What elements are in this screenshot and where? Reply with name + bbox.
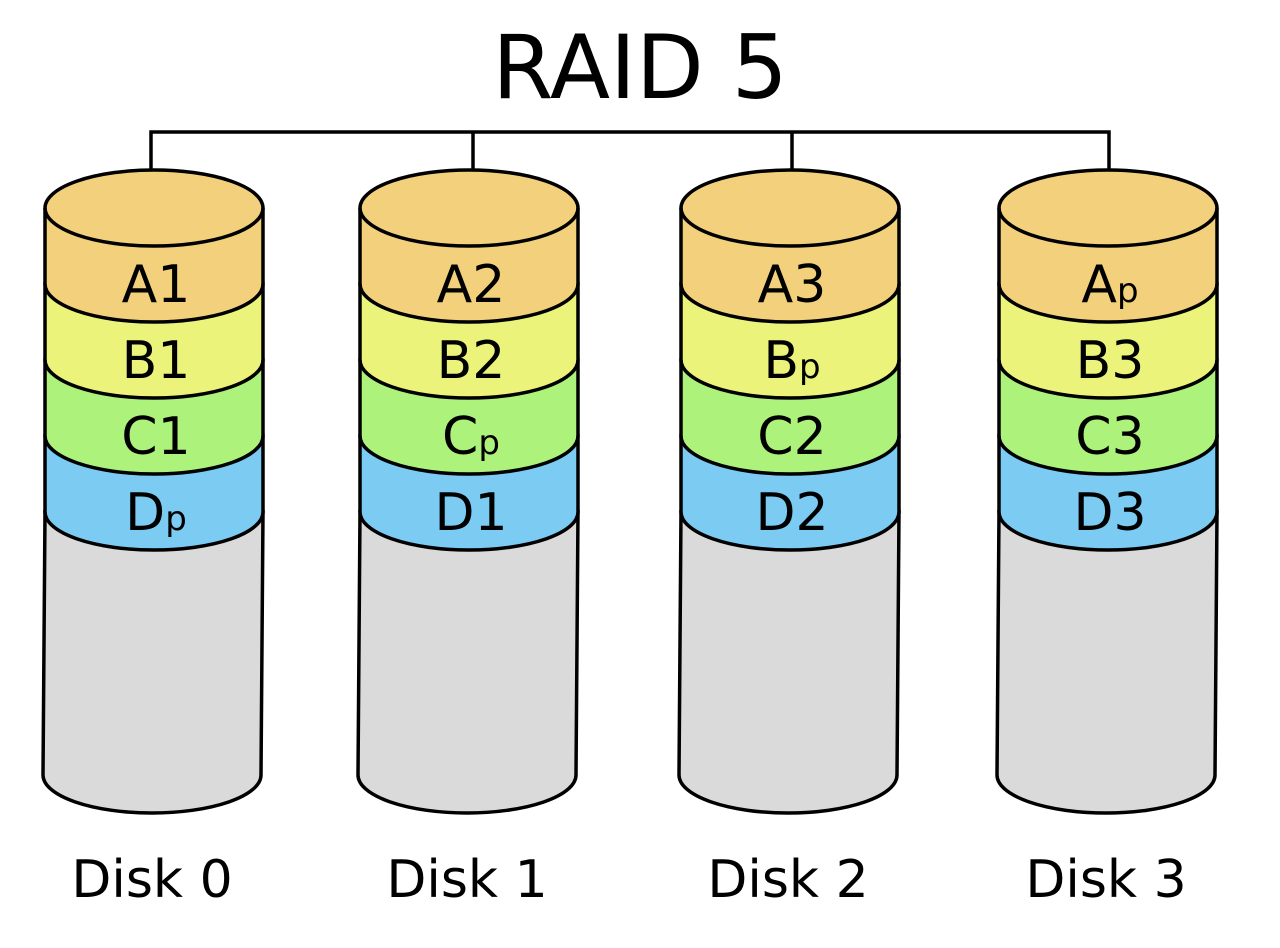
disk-free-space — [356, 510, 580, 815]
block-label-d2: D2 — [755, 483, 828, 543]
disk-label: Disk 3 — [1025, 850, 1186, 910]
block-label-base: A3 — [758, 255, 827, 315]
block-label-base: D — [125, 483, 165, 543]
disk-label: Disk 1 — [386, 850, 547, 910]
block-label-bp: Bp — [763, 331, 820, 391]
block-label-parity-sub: p — [478, 423, 500, 463]
block-label-base: A2 — [437, 255, 506, 315]
block-label-base: B3 — [1076, 331, 1145, 391]
disk-top — [358, 168, 580, 248]
disk-top — [43, 168, 265, 248]
disk-array: A1 B1 C1 Dp Disk 0 A2 B2 Cp D1 Disk 1 A3 Bp C2 D2 Disk… — [41, 168, 1219, 910]
block-label-base: C3 — [1075, 407, 1144, 467]
block-label-base: C2 — [757, 407, 826, 467]
block-label-parity-sub: p — [799, 347, 821, 387]
block-label-parity-sub: p — [165, 499, 187, 539]
disk-free-space — [41, 510, 265, 815]
array-connector — [149, 130, 1111, 207]
disk-0: A1 B1 C1 Dp Disk 0 — [41, 168, 265, 910]
block-label-c1: C1 — [121, 407, 190, 467]
block-label-a3: A3 — [758, 255, 827, 315]
block-label-base: B — [763, 331, 799, 391]
block-label-b1: B1 — [122, 331, 191, 391]
block-label-d1: D1 — [434, 483, 507, 543]
block-label-b2: B2 — [437, 331, 506, 391]
block-label-base: C — [442, 407, 478, 467]
block-label-parity-sub: p — [1117, 271, 1139, 311]
block-label-c3: C3 — [1075, 407, 1144, 467]
block-label-base: A — [1081, 255, 1117, 315]
block-label-base: B1 — [122, 331, 191, 391]
block-label-base: A1 — [122, 255, 191, 315]
diagram-title: RAID 5 — [492, 16, 787, 119]
disk-label: Disk 0 — [71, 850, 232, 910]
connector-line — [149, 130, 1111, 207]
block-label-base: C1 — [121, 407, 190, 467]
block-label-ap: Ap — [1081, 255, 1138, 315]
disk-free-space — [995, 510, 1219, 815]
block-label-b3: B3 — [1076, 331, 1145, 391]
block-label-base: B2 — [437, 331, 506, 391]
block-label-a1: A1 — [122, 255, 191, 315]
block-label-dp: Dp — [125, 483, 187, 543]
disk-3: Ap B3 C3 D3 Disk 3 — [995, 168, 1219, 910]
block-label-d3: D3 — [1073, 483, 1146, 543]
disk-label: Disk 2 — [707, 850, 868, 910]
block-label-base: D2 — [755, 483, 828, 543]
disk-free-space — [677, 510, 901, 815]
disk-1: A2 B2 Cp D1 Disk 1 — [356, 168, 580, 910]
block-label-a2: A2 — [437, 255, 506, 315]
disk-top — [997, 168, 1219, 248]
block-label-base: D3 — [1073, 483, 1146, 543]
block-label-cp: Cp — [442, 407, 500, 467]
block-label-base: D1 — [434, 483, 507, 543]
disk-top — [679, 168, 901, 248]
block-label-c2: C2 — [757, 407, 826, 467]
disk-2: A3 Bp C2 D2 Disk 2 — [677, 168, 901, 910]
